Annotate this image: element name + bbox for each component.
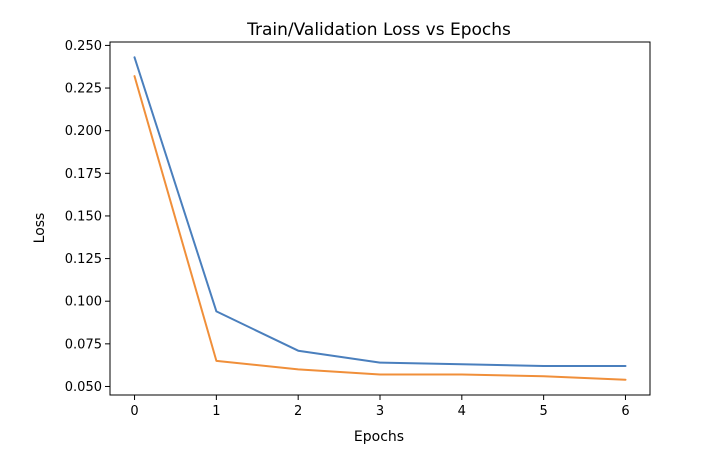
- x-tick-label: 4: [458, 404, 466, 419]
- y-tick-label: 0.050: [65, 380, 102, 395]
- y-tick-label: 0.075: [65, 337, 102, 352]
- x-tick-label: 1: [212, 404, 220, 419]
- y-tick-label: 0.125: [65, 252, 102, 267]
- y-tick-label: 0.175: [65, 167, 102, 182]
- plot-frame: [109, 41, 651, 396]
- y-tick-label: 0.250: [65, 39, 102, 54]
- y-tick-label: 0.200: [65, 124, 102, 139]
- x-tick-label: 6: [621, 404, 629, 419]
- series-line-2: [133, 75, 627, 381]
- y-tick-label: 0.150: [65, 209, 102, 224]
- x-tick-label: 2: [294, 404, 302, 419]
- chart-title: Train/Validation Loss vs Epochs: [246, 20, 511, 40]
- x-axis-label: Epochs: [354, 429, 404, 445]
- y-axis-label: Loss: [32, 213, 48, 244]
- series-line-1: [133, 56, 627, 367]
- series-layer: [133, 56, 627, 381]
- y-tick-label: 0.100: [65, 295, 102, 310]
- x-tick-label: 5: [539, 404, 547, 419]
- x-tick-label: 0: [130, 404, 138, 419]
- x-tick-label: 3: [376, 404, 384, 419]
- y-tick-label: 0.225: [65, 82, 102, 97]
- y-axis: 0.050 0.075 0.100 0.125 0.150 0.175 0.200 0.225…: [65, 39, 110, 395]
- x-axis: 0 1 2 3 4 5 6: [130, 395, 630, 419]
